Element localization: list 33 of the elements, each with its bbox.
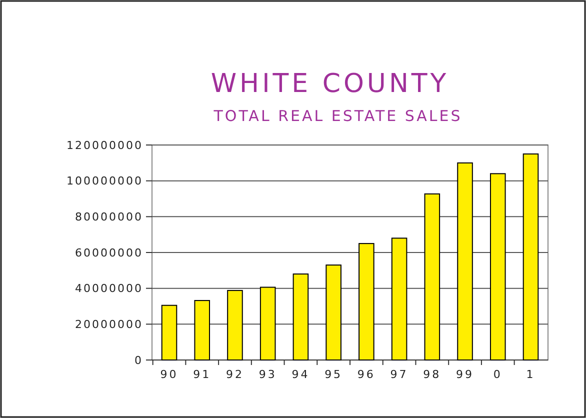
bar — [522, 153, 539, 360]
y-tick-label: 120000000 — [66, 138, 143, 152]
y-tick-label: 40000000 — [75, 282, 143, 296]
y-tick-label: 20000000 — [75, 318, 143, 332]
chart-title: WHITE COUNTY — [210, 69, 450, 99]
bar — [292, 274, 309, 360]
bar — [391, 238, 408, 360]
x-tick-label: 92 — [226, 368, 244, 381]
bar — [260, 286, 276, 360]
x-tick-label: 96 — [357, 368, 376, 381]
y-tick-label: 0 — [134, 354, 143, 367]
bar — [194, 300, 210, 360]
y-tick-label: 60000000 — [75, 246, 143, 260]
x-tick-label: 91 — [193, 368, 212, 381]
bar — [424, 193, 440, 360]
y-tick-label: 100000000 — [66, 174, 143, 188]
bar — [227, 290, 243, 360]
x-tick-label: 1 — [526, 368, 536, 381]
bar — [457, 162, 473, 360]
x-tick-label: 0 — [493, 368, 502, 381]
bar — [490, 173, 506, 360]
bar — [326, 264, 342, 360]
x-tick-label: 98 — [423, 368, 442, 381]
x-tick-label: 93 — [258, 368, 277, 381]
x-tick-label: 97 — [390, 368, 408, 381]
x-tick-label: 94 — [292, 368, 310, 381]
bar — [161, 304, 178, 360]
x-tick-label: 90 — [160, 368, 178, 381]
x-tick-label: 95 — [324, 368, 343, 381]
bar — [358, 243, 374, 360]
x-tick-label: 99 — [456, 368, 474, 381]
chart-subtitle: TOTAL REAL ESTATE SALES — [212, 107, 462, 125]
y-tick-label: 80000000 — [75, 210, 143, 224]
